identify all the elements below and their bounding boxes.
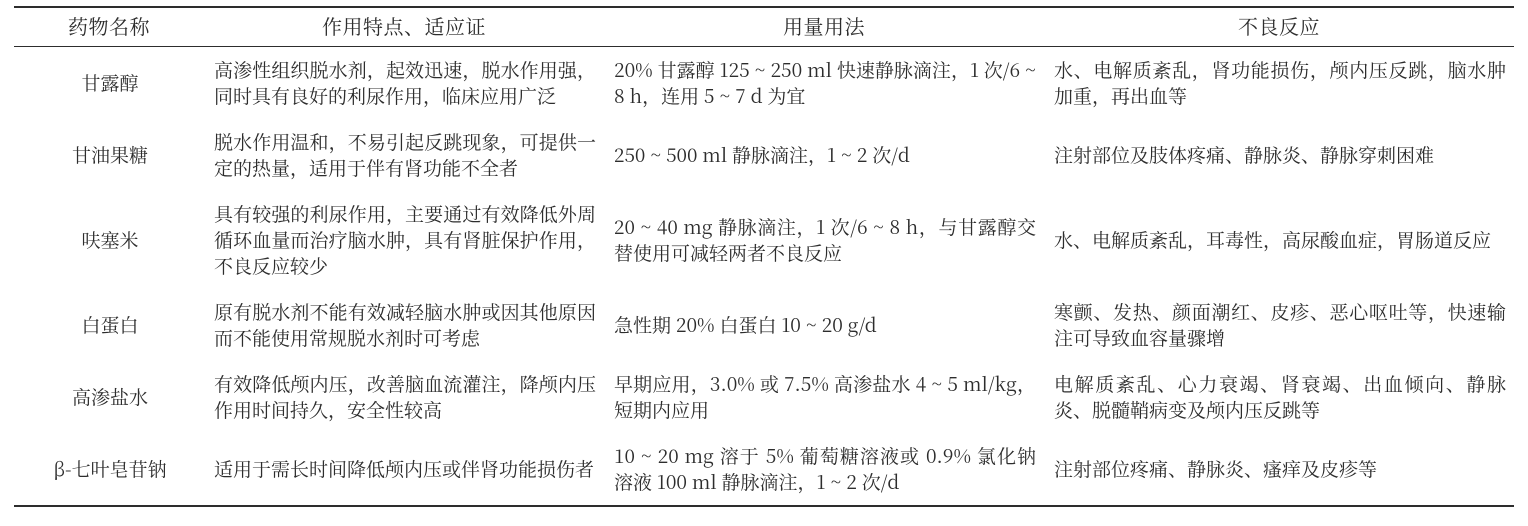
cell-dosage: 250 ~ 500 ml 静脉滴注，1 ~ 2 次/d <box>604 119 1044 191</box>
page: 药物名称 作用特点、适应证 用量用法 不良反应 甘露醇 高渗性组织脱水剂，起效迅… <box>0 0 1528 515</box>
table-row: 甘露醇 高渗性组织脱水剂，起效迅速，脱水作用强，同时具有良好的利尿作用，临床应用… <box>14 47 1514 120</box>
cell-name: 呋塞米 <box>14 191 204 289</box>
cell-features: 高渗性组织脱水剂，起效迅速，脱水作用强，同时具有良好的利尿作用，临床应用广泛 <box>204 47 604 120</box>
cell-name: 甘露醇 <box>14 47 204 120</box>
table-header-row: 药物名称 作用特点、适应证 用量用法 不良反应 <box>14 7 1514 47</box>
drug-table: 药物名称 作用特点、适应证 用量用法 不良反应 甘露醇 高渗性组织脱水剂，起效迅… <box>14 6 1514 507</box>
cell-dosage: 早期应用，3.0% 或 7.5% 高渗盐水 4 ~ 5 ml/kg，短期内应用 <box>604 361 1044 433</box>
cell-adverse: 寒颤、发热、颜面潮红、皮疹、恶心呕吐等，快速输注可导致血容量骤增 <box>1044 289 1514 361</box>
cell-adverse: 注射部位及肢体疼痛、静脉炎、静脉穿刺困难 <box>1044 119 1514 191</box>
col-header-name: 药物名称 <box>14 7 204 47</box>
col-header-dosage: 用量用法 <box>604 7 1044 47</box>
cell-adverse: 水、电解质紊乱，肾功能损伤，颅内压反跳，脑水肿加重，再出血等 <box>1044 47 1514 120</box>
cell-name: 甘油果糖 <box>14 119 204 191</box>
cell-features: 适用于需长时间降低颅内压或伴肾功能损伤者 <box>204 433 604 506</box>
cell-features: 原有脱水剂不能有效减轻脑水肿或因其他原因而不能使用常规脱水剂时可考虑 <box>204 289 604 361</box>
table-row: 呋塞米 具有较强的利尿作用，主要通过有效降低外周循环血量而治疗脑水肿，具有肾脏保… <box>14 191 1514 289</box>
cell-dosage: 20% 甘露醇 125 ~ 250 ml 快速静脉滴注，1 次/6 ~ 8 h，… <box>604 47 1044 120</box>
table-row: β-七叶皂苷钠 适用于需长时间降低颅内压或伴肾功能损伤者 10 ~ 20 mg … <box>14 433 1514 506</box>
col-header-features: 作用特点、适应证 <box>204 7 604 47</box>
cell-adverse: 注射部位疼痛、静脉炎、瘙痒及皮疹等 <box>1044 433 1514 506</box>
cell-name: 高渗盐水 <box>14 361 204 433</box>
table-row: 高渗盐水 有效降低颅内压，改善脑血流灌注，降颅内压作用时间持久，安全性较高 早期… <box>14 361 1514 433</box>
col-header-adverse: 不良反应 <box>1044 7 1514 47</box>
cell-adverse: 电解质紊乱、心力衰竭、肾衰竭、出血倾向、静脉炎、脱髓鞘病变及颅内压反跳等 <box>1044 361 1514 433</box>
table-body: 甘露醇 高渗性组织脱水剂，起效迅速，脱水作用强，同时具有良好的利尿作用，临床应用… <box>14 47 1514 507</box>
cell-dosage: 10 ~ 20 mg 溶于 5% 葡萄糖溶液或 0.9% 氯化钠溶液 100 m… <box>604 433 1044 506</box>
cell-features: 具有较强的利尿作用，主要通过有效降低外周循环血量而治疗脑水肿，具有肾脏保护作用，… <box>204 191 604 289</box>
table-head: 药物名称 作用特点、适应证 用量用法 不良反应 <box>14 7 1514 47</box>
cell-features: 脱水作用温和，不易引起反跳现象，可提供一定的热量，适用于伴有肾功能不全者 <box>204 119 604 191</box>
cell-features: 有效降低颅内压，改善脑血流灌注，降颅内压作用时间持久，安全性较高 <box>204 361 604 433</box>
table-row: 白蛋白 原有脱水剂不能有效减轻脑水肿或因其他原因而不能使用常规脱水剂时可考虑 急… <box>14 289 1514 361</box>
cell-dosage: 20 ~ 40 mg 静脉滴注，1 次/6 ~ 8 h，与甘露醇交替使用可减轻两… <box>604 191 1044 289</box>
cell-name: β-七叶皂苷钠 <box>14 433 204 506</box>
cell-dosage: 急性期 20% 白蛋白 10 ~ 20 g/d <box>604 289 1044 361</box>
table-row: 甘油果糖 脱水作用温和，不易引起反跳现象，可提供一定的热量，适用于伴有肾功能不全… <box>14 119 1514 191</box>
cell-name: 白蛋白 <box>14 289 204 361</box>
cell-adverse: 水、电解质紊乱，耳毒性，高尿酸血症，胃肠道反应 <box>1044 191 1514 289</box>
